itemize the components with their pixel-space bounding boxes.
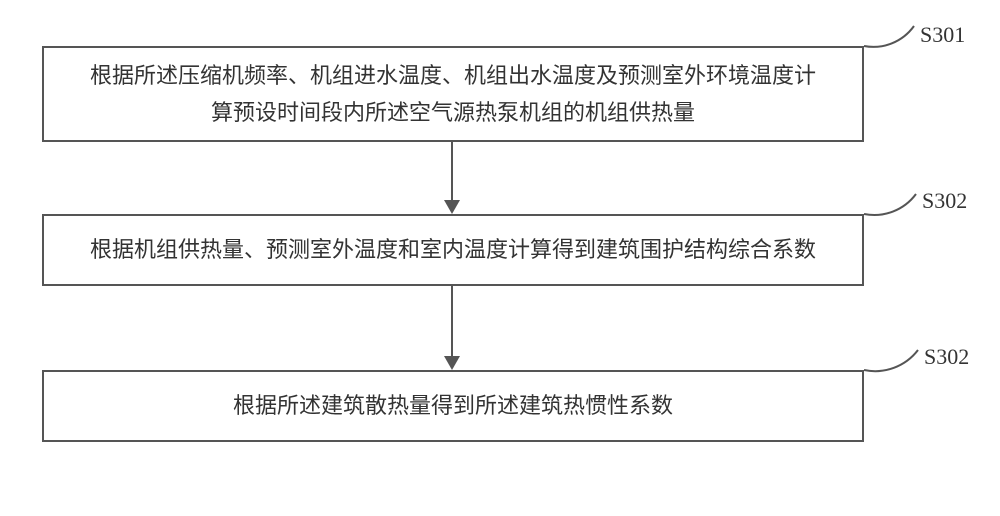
- flow-node-label-n2: S302: [922, 188, 967, 214]
- flow-node-n3: 根据所述建筑散热量得到所述建筑热惯性系数: [42, 370, 864, 442]
- edge-arrowhead-n1-n2: [444, 200, 460, 214]
- flow-node-n2: 根据机组供热量、预测室外温度和室内温度计算得到建筑围护结构综合系数: [42, 214, 864, 286]
- flow-node-label-n1: S301: [920, 22, 965, 48]
- edge-arrowhead-n2-n3: [444, 356, 460, 370]
- flowchart-canvas: 根据所述压缩机频率、机组进水温度、机组出水温度及预测室外环境温度计 算预设时间段…: [0, 0, 1000, 516]
- flow-node-text: 根据机组供热量、预测室外温度和室内温度计算得到建筑围护结构综合系数: [90, 231, 816, 268]
- flow-node-text: 根据所述压缩机频率、机组进水温度、机组出水温度及预测室外环境温度计 算预设时间段…: [90, 57, 816, 132]
- edge-line-n1-n2: [451, 142, 453, 202]
- flow-node-label-n3: S302: [924, 344, 969, 370]
- flow-node-n1: 根据所述压缩机频率、机组进水温度、机组出水温度及预测室外环境温度计 算预设时间段…: [42, 46, 864, 142]
- edge-line-n2-n3: [451, 286, 453, 358]
- flow-node-text: 根据所述建筑散热量得到所述建筑热惯性系数: [233, 387, 673, 424]
